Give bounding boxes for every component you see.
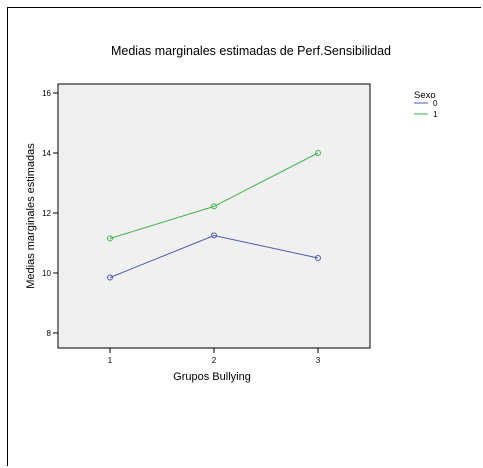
- data-point-series-0: [211, 232, 217, 239]
- y-tick-label: 12: [42, 209, 51, 218]
- legend: Sexo 0 1: [414, 90, 438, 119]
- series-line-1: [109, 152, 319, 239]
- y-axis: 8 10 12 14 16: [42, 89, 58, 338]
- x-tick-label: 1: [108, 356, 113, 365]
- legend-label-1: 1: [433, 110, 438, 119]
- data-point-series-1: [211, 203, 217, 210]
- data-point-series-1: [107, 235, 113, 242]
- legend-label-0: 0: [433, 99, 438, 108]
- y-tick-label: 10: [42, 269, 51, 278]
- legend-title: Sexo: [414, 90, 436, 101]
- series-group: [107, 150, 321, 281]
- y-tick-label: 8: [47, 329, 52, 338]
- x-axis-label: Grupos Bullying: [173, 371, 251, 383]
- y-tick-label: 14: [42, 149, 51, 158]
- y-axis-label: Medias marginales estimadas: [25, 143, 37, 289]
- chart-title: Medias marginales estimadas de Perf.Sens…: [111, 44, 391, 58]
- x-tick-label: 3: [316, 356, 321, 365]
- chart-frame: [7, 7, 481, 466]
- plot-area: [57, 83, 371, 349]
- data-point-series-1: [315, 150, 321, 156]
- y-tick-label: 16: [42, 89, 51, 98]
- data-point-series-0: [315, 255, 321, 261]
- series-line-0: [109, 234, 319, 278]
- x-tick-label: 2: [212, 356, 217, 365]
- x-axis: 1 2 3: [108, 348, 321, 365]
- data-point-series-0: [107, 274, 113, 281]
